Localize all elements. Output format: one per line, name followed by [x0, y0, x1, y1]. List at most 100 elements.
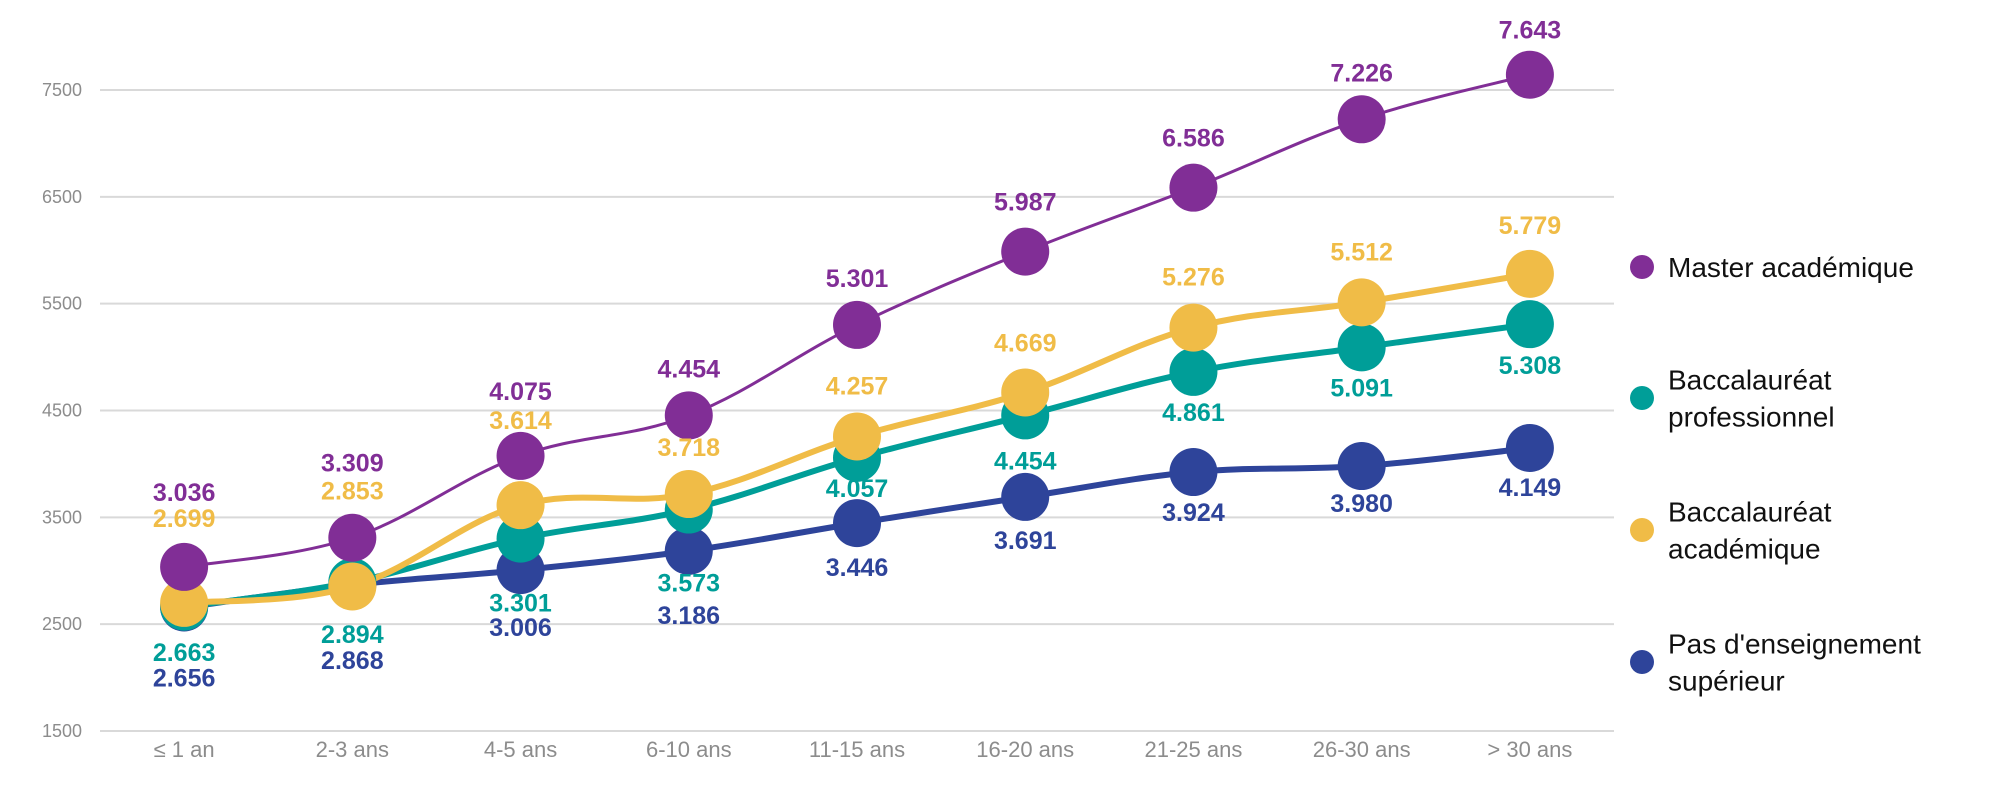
x-tick-label: 2-3 ans	[316, 737, 389, 762]
data-label-master-academique: 7.643	[1499, 17, 1562, 45]
data-label-bac-academique: 4.669	[994, 329, 1057, 357]
data-label-bac-professionnel: 4.057	[826, 475, 889, 503]
legend-item-pas-enseignement-superieur: Pas d'enseignement supérieur	[1630, 629, 1921, 697]
legend-item-bac-professionnel: Baccalauréat professionnel	[1630, 365, 1835, 433]
legend-item-master-academique: Master académique	[1630, 252, 1914, 283]
data-label-bac-academique: 2.699	[153, 505, 216, 533]
data-point-bac-professionnel	[496, 514, 545, 563]
legend-label: Baccalauréat	[1668, 365, 1832, 396]
data-point-pas-enseignement-superieur	[664, 526, 713, 575]
data-label-bac-academique: 4.257	[826, 372, 889, 400]
y-tick-label: 4500	[42, 401, 82, 421]
y-tick-label: 5500	[42, 294, 82, 314]
data-point-bac-professionnel	[1505, 300, 1554, 349]
x-tick-label: 26-30 ans	[1313, 737, 1411, 762]
x-tick-label: 16-20 ans	[976, 737, 1074, 762]
data-point-master-academique	[1169, 163, 1218, 212]
data-label-master-academique: 3.309	[321, 450, 384, 478]
data-point-bac-academique	[1001, 368, 1050, 417]
data-label-bac-academique: 5.276	[1162, 264, 1225, 292]
data-point-bac-academique	[328, 562, 377, 611]
data-point-pas-enseignement-superieur	[833, 499, 881, 548]
data-point-bac-academique	[160, 578, 209, 627]
legend-marker-icon	[1630, 518, 1654, 542]
data-point-master-academique	[664, 391, 713, 440]
data-label-pas-enseignement-superieur: 4.149	[1499, 474, 1562, 502]
data-label-bac-professionnel: 3.301	[489, 590, 552, 618]
data-label-pas-enseignement-superieur: 2.656	[153, 665, 216, 693]
data-point-master-academique	[1337, 95, 1386, 144]
data-label-master-academique: 5.301	[826, 265, 889, 293]
data-label-master-academique: 6.586	[1162, 125, 1225, 153]
data-label-bac-professionnel: 4.861	[1162, 399, 1225, 427]
legend-label: supérieur	[1668, 666, 1785, 697]
data-label-pas-enseignement-superieur: 3.980	[1330, 490, 1393, 518]
legend-label: Master académique	[1668, 252, 1914, 283]
data-point-bac-professionnel	[1337, 323, 1386, 372]
x-tick-label: > 30 ans	[1487, 737, 1572, 762]
data-label-master-academique: 7.226	[1330, 59, 1393, 87]
x-tick-label: 6-10 ans	[646, 737, 732, 762]
data-label-pas-enseignement-superieur: 3.006	[489, 614, 552, 642]
series-points	[160, 50, 1554, 632]
legend-item-bac-academique: Baccalauréat académique	[1630, 497, 1832, 565]
data-point-master-academique	[1001, 227, 1050, 276]
x-tick-label: ≤ 1 an	[154, 737, 215, 762]
data-point-bac-academique	[664, 470, 713, 519]
legend-label: professionnel	[1668, 402, 1835, 433]
data-label-master-academique: 5.987	[994, 189, 1057, 217]
legend-label: académique	[1668, 534, 1821, 565]
legend-marker-icon	[1630, 650, 1654, 674]
y-tick-label: 3500	[42, 507, 82, 527]
data-point-bac-academique	[1169, 303, 1218, 352]
y-tick-label: 7500	[42, 80, 82, 100]
data-label-bac-academique: 3.718	[657, 434, 720, 462]
data-point-bac-professionnel	[1169, 347, 1218, 396]
data-label-bac-professionnel: 3.573	[657, 570, 720, 598]
x-tick-label: 11-15 ans	[809, 737, 905, 762]
legend-marker-icon	[1630, 386, 1654, 410]
data-label-bac-academique: 2.853	[321, 477, 384, 505]
y-tick-label: 1500	[42, 721, 82, 741]
data-labels: 3.036 3.309 4.075 4.454 5.301 5.987 6.586 7.226…	[153, 17, 1561, 693]
data-label-pas-enseignement-superieur: 3.691	[994, 527, 1057, 555]
data-label-master-academique: 4.454	[657, 355, 720, 383]
legend: Master académique Baccalauréat professionn…	[1630, 252, 1921, 697]
data-label-bac-professionnel: 2.663	[153, 639, 216, 667]
data-label-master-academique: 4.075	[489, 378, 552, 406]
data-point-pas-enseignement-superieur	[1169, 448, 1218, 497]
data-point-bac-academique	[1337, 278, 1386, 327]
data-label-pas-enseignement-superieur: 2.868	[321, 647, 384, 675]
data-label-bac-professionnel: 4.454	[994, 447, 1057, 475]
x-tick-label: 4-5 ans	[484, 737, 557, 762]
data-point-master-academique	[328, 513, 377, 562]
y-tick-label: 6500	[42, 187, 82, 207]
data-label-pas-enseignement-superieur: 3.186	[657, 602, 720, 630]
legend-label: Pas d'enseignement	[1668, 629, 1921, 660]
x-tick-label: 21-25 ans	[1145, 737, 1243, 762]
data-label-bac-professionnel: 5.308	[1499, 352, 1562, 380]
data-label-bac-professionnel: 5.091	[1330, 374, 1393, 402]
data-label-master-academique: 3.036	[153, 479, 216, 507]
data-label-bac-academique: 5.779	[1499, 212, 1562, 240]
data-point-pas-enseignement-superieur	[1337, 442, 1386, 491]
data-label-pas-enseignement-superieur: 3.924	[1162, 499, 1225, 527]
data-point-master-academique	[833, 300, 881, 349]
legend-marker-icon	[1630, 255, 1654, 279]
data-point-master-academique	[496, 431, 545, 480]
data-label-bac-academique: 5.512	[1330, 238, 1393, 266]
y-axis: 1500 2500 3500 4500 5500 6500 7500	[42, 80, 82, 741]
data-point-pas-enseignement-superieur	[1505, 423, 1554, 472]
data-point-pas-enseignement-superieur	[1001, 472, 1050, 521]
data-label-bac-academique: 3.614	[489, 407, 552, 435]
y-tick-label: 2500	[42, 614, 82, 634]
data-point-master-academique	[1505, 50, 1554, 99]
data-point-master-academique	[160, 542, 209, 591]
legend-label: Baccalauréat	[1668, 497, 1832, 528]
data-label-bac-professionnel: 2.894	[321, 621, 384, 649]
data-point-bac-academique	[496, 481, 545, 530]
data-point-bac-academique	[1505, 249, 1554, 298]
data-point-bac-academique	[833, 412, 881, 461]
data-label-pas-enseignement-superieur: 3.446	[826, 554, 889, 582]
